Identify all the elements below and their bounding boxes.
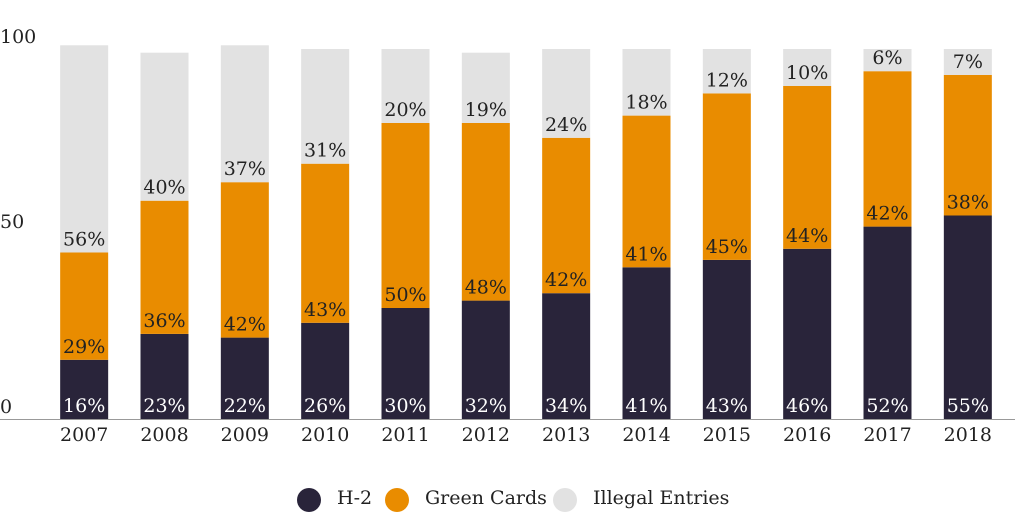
- value-label: 50%: [384, 284, 426, 306]
- value-label: 43%: [304, 299, 346, 321]
- bar-segment: [381, 49, 430, 123]
- legend-label: Illegal Entries: [593, 487, 729, 509]
- value-label: 40%: [143, 177, 185, 199]
- legend-label: H-2: [337, 487, 372, 509]
- bar-segment: [622, 267, 671, 419]
- value-label: 41%: [625, 395, 667, 417]
- y-tick-label: 50: [0, 211, 24, 233]
- value-label: 44%: [786, 225, 828, 247]
- bar-segment: [381, 123, 430, 308]
- legend-marker: [297, 488, 321, 512]
- value-label: 16%: [63, 395, 105, 417]
- x-tick-label: 2018: [944, 424, 992, 446]
- x-tick-label: 2012: [462, 424, 510, 446]
- bar-segment: [301, 49, 350, 164]
- x-tick-label: 2017: [863, 424, 911, 446]
- x-tick-label: 2016: [783, 424, 831, 446]
- value-label: 48%: [465, 277, 507, 299]
- value-label: 6%: [872, 47, 902, 69]
- x-tick-label: 2009: [221, 424, 269, 446]
- value-label: 29%: [63, 336, 105, 358]
- value-label: 31%: [304, 140, 346, 162]
- value-label: 46%: [786, 395, 828, 417]
- bar-segment: [542, 49, 591, 138]
- value-label: 36%: [143, 310, 185, 332]
- value-label: 43%: [706, 395, 748, 417]
- bar-segment: [220, 182, 269, 338]
- value-label: 20%: [384, 99, 426, 121]
- value-label: 22%: [224, 395, 266, 417]
- bar-segment: [461, 300, 510, 419]
- bar-segment: [301, 322, 350, 419]
- x-tick-label: 2014: [622, 424, 670, 446]
- value-label: 30%: [384, 395, 426, 417]
- x-tick-label: 2010: [301, 424, 349, 446]
- bar-segment: [140, 333, 189, 419]
- bar-segment: [542, 293, 591, 419]
- bar-segment: [783, 248, 832, 419]
- x-tick-label: 2011: [381, 424, 429, 446]
- value-label: 42%: [545, 269, 587, 291]
- legend-marker: [385, 488, 409, 512]
- bar-segment: [702, 49, 751, 94]
- bar-segment: [461, 52, 510, 124]
- value-label: 52%: [866, 395, 908, 417]
- bar-segment: [943, 74, 992, 216]
- value-label: 7%: [953, 51, 983, 73]
- value-label: 12%: [706, 69, 748, 91]
- bar-segment: [60, 252, 109, 360]
- x-tick-label: 2008: [140, 424, 188, 446]
- bar-segment: [783, 86, 832, 249]
- value-label: 24%: [545, 114, 587, 136]
- value-label: 32%: [465, 395, 507, 417]
- value-label: 55%: [947, 395, 989, 417]
- value-label: 23%: [143, 395, 185, 417]
- bar-segment: [381, 308, 430, 419]
- bar-segment: [783, 49, 832, 86]
- x-tick-label: 2013: [542, 424, 590, 446]
- bar-segment: [622, 115, 671, 268]
- bar-segment: [702, 259, 751, 419]
- value-label: 41%: [625, 243, 667, 265]
- value-label: 18%: [625, 92, 667, 114]
- bar-segment: [863, 71, 912, 227]
- value-label: 19%: [465, 99, 507, 121]
- y-tick-label: 100: [0, 26, 36, 48]
- bar-segment: [461, 123, 510, 301]
- bar-segment: [220, 337, 269, 419]
- bar-segment: [943, 49, 992, 75]
- y-tick-label: 0: [0, 396, 12, 418]
- value-label: 42%: [224, 314, 266, 336]
- bar-segment: [622, 49, 671, 116]
- value-label: 34%: [545, 395, 587, 417]
- value-label: 42%: [866, 203, 908, 225]
- x-tick-label: 2007: [60, 424, 108, 446]
- value-label: 45%: [706, 236, 748, 258]
- x-tick-label: 2015: [703, 424, 751, 446]
- value-label: 26%: [304, 395, 346, 417]
- bar-segment: [220, 45, 269, 183]
- bar-segment: [863, 49, 912, 72]
- value-label: 10%: [786, 62, 828, 84]
- bar-segment: [943, 215, 992, 419]
- value-label: 37%: [224, 158, 266, 180]
- bar-segment: [542, 137, 591, 294]
- bar-segment: [863, 226, 912, 419]
- bar-segment: [60, 45, 109, 253]
- bar-segment: [140, 52, 189, 201]
- bar-segment: [702, 93, 751, 260]
- legend-label: Green Cards: [425, 487, 547, 509]
- bar-segment: [301, 163, 350, 323]
- legend-marker: [553, 488, 577, 512]
- bar-segment: [60, 359, 109, 419]
- bar-segment: [140, 200, 189, 334]
- value-label: 38%: [947, 192, 989, 214]
- value-label: 56%: [63, 229, 105, 251]
